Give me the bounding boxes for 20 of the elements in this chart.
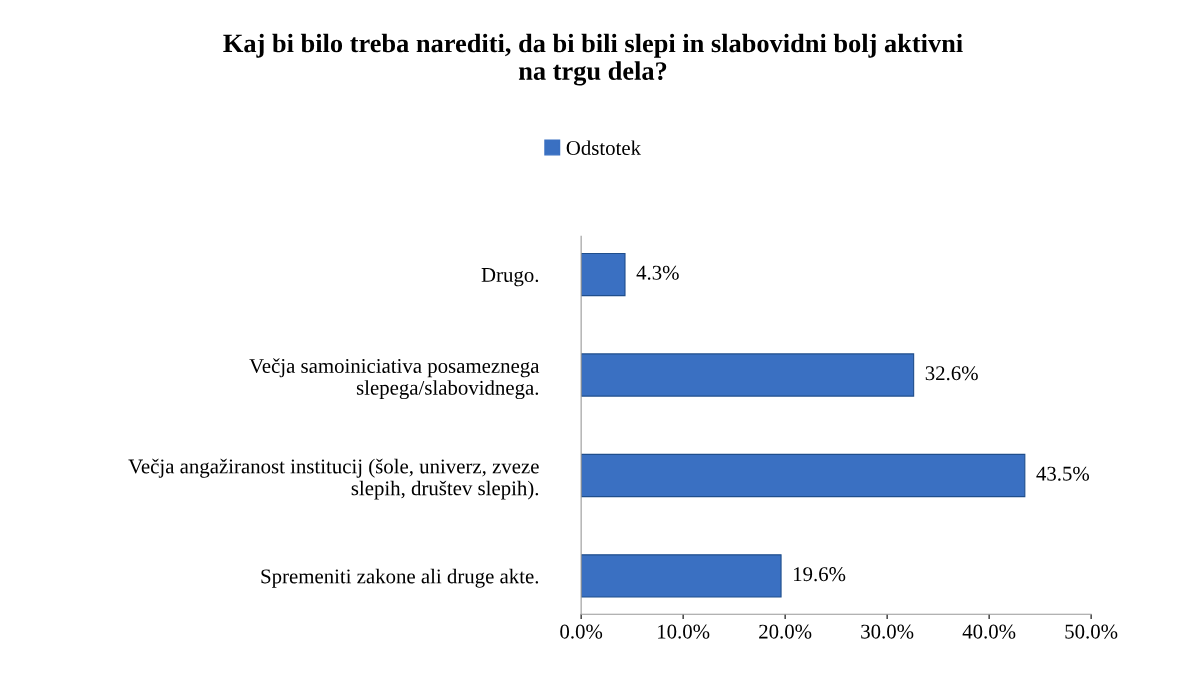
x-tick-label: 20.0% [759,624,812,639]
y-tick-label: Večja samoiniciativa posameznega slepega/slabovidnega. [249,358,540,400]
data-label: 43.5% [1036,466,1090,481]
x-tick-label: 30.0% [861,624,914,639]
chart-title: Kaj bi bilo treba narediti, da bi bili slepi in slabovidni bolj aktivni na trgu dela? [223,33,963,86]
y-tick-label: Spremeniti zakone ali druge akte. [261,568,539,588]
bar [581,554,782,598]
data-label: 4.3% [636,265,679,280]
legend-label: Odstotek [566,140,642,156]
data-label: 19.6% [794,567,846,582]
x-tick-label: 50.0% [1065,624,1118,639]
bar [581,252,626,297]
x-tick-label: 0.0% [560,624,603,639]
y-tick-label: Drugo. [481,268,539,287]
x-tick-label: 40.0% [962,624,1016,639]
x-tick-label: 10.0% [658,624,710,639]
y-tick-label: Večja angažiranost institucij (šole, univerz, zveze slepih, društev slepih). [128,458,539,500]
data-label: 32.6% [925,366,978,381]
bar [581,353,915,397]
bar [581,453,1026,498]
